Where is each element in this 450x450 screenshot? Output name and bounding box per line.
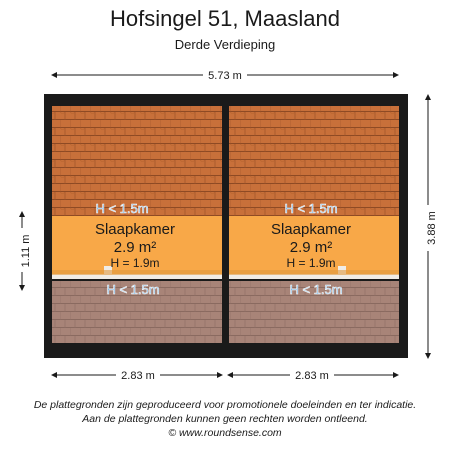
- floor-edge-left: [52, 270, 222, 275]
- dimension-top: 5.73 m: [208, 70, 242, 82]
- page-title: Hofsingel 51, Maasland: [110, 6, 340, 31]
- low-height-top-right: H < 1.5m: [284, 201, 337, 216]
- dimension-left: 1.11 m: [20, 235, 32, 268]
- dimension-right: 3.88 m: [426, 211, 438, 245]
- roof-upper-right: [229, 106, 399, 216]
- room-height-left: H = 1.9m: [110, 256, 159, 270]
- floor-edge-right: [229, 270, 399, 275]
- roof-upper-left: [52, 106, 222, 216]
- room-area-right: 2.9 m²: [290, 239, 333, 256]
- disclaimer-line-2: Aan de plattegronden kunnen geen rechten…: [82, 413, 368, 425]
- roof-lower-right: [229, 281, 399, 343]
- floor-subtitle: Derde Verdieping: [174, 37, 276, 52]
- copyright-link[interactable]: © www.roundsense.com: [168, 427, 282, 439]
- room-name-left: Slaapkamer: [95, 221, 175, 238]
- room-left: [52, 106, 222, 343]
- low-height-bottom-left: H < 1.5m: [106, 282, 159, 297]
- wall-line-left: [52, 274, 222, 279]
- room-name-right: Slaapkamer: [271, 221, 351, 238]
- disclaimer-line-1: De plattegronden zijn geproduceerd voor …: [33, 399, 417, 411]
- room-right: [229, 106, 399, 343]
- divider-wall: [222, 94, 229, 358]
- wall-line-right: [229, 274, 399, 279]
- room-height-right: H = 1.9m: [286, 256, 335, 270]
- low-height-top-left: H < 1.5m: [95, 201, 148, 216]
- floor-right: [229, 216, 399, 274]
- low-height-bottom-right: H < 1.5m: [289, 282, 342, 297]
- roof-lower-left: [52, 281, 222, 343]
- dimension-bottom-right: 2.83 m: [295, 370, 329, 382]
- dimension-bottom-left: 2.83 m: [121, 370, 155, 382]
- room-area-left: 2.9 m²: [114, 239, 157, 256]
- floor-left: [52, 216, 222, 274]
